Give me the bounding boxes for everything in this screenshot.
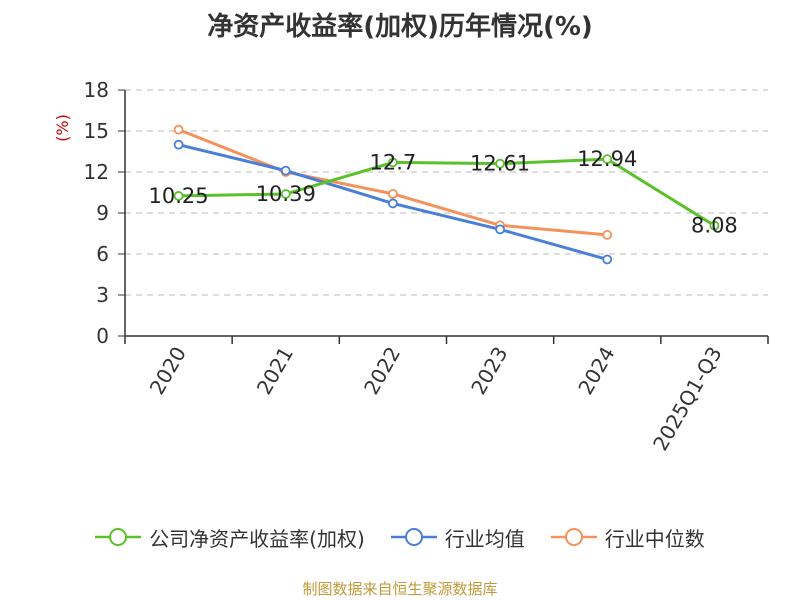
data-source-note: 制图数据来自恒生聚源数据库 (302, 580, 498, 598)
y-tick-label: 0 (96, 324, 109, 348)
legend: 公司净资产收益率(加权) 行业均值 行业中位数 (0, 520, 800, 554)
data-point-2 (388, 188, 398, 199)
data-point-2 (602, 229, 613, 240)
y-tick-label: 12 (84, 160, 109, 184)
data-point-0 (495, 158, 505, 169)
data-point-2 (173, 124, 184, 135)
legend-item-company[interactable]: 公司净资产收益率(加权) (95, 523, 365, 552)
y-tick-label: 6 (96, 242, 109, 266)
data-point-1 (495, 224, 505, 235)
y-tick-label: 15 (84, 119, 109, 143)
data-label: 10.25 (149, 184, 209, 208)
data-label: 12.94 (577, 147, 637, 171)
data-point-1 (388, 198, 398, 209)
x-tick-label: 2025Q1-Q3 (648, 343, 727, 455)
legend-marker-company (95, 528, 142, 546)
data-point-1 (602, 254, 613, 265)
legend-label-industry-avg: 行业均值 (444, 526, 525, 551)
legend-label-company: 公司净资产收益率(加权) (149, 526, 365, 551)
series-line-0 (178, 157, 716, 227)
y-axis-unit-label: (%) (53, 114, 72, 142)
legend-marker-industry-median (550, 528, 597, 546)
y-tick-label: 9 (96, 201, 109, 225)
legend-item-industry-avg[interactable]: 行业均值 (390, 523, 525, 552)
legend-marker-industry-avg (390, 528, 437, 546)
x-tick-label: 2021 (252, 343, 298, 399)
data-point-0 (388, 157, 398, 168)
legend-label-industry-median: 行业中位数 (604, 526, 705, 551)
legend-item-industry-median[interactable]: 行业中位数 (550, 523, 705, 552)
data-point-0 (709, 220, 720, 231)
data-label: 12.7 (370, 150, 417, 174)
y-tick-label: 3 (96, 283, 109, 307)
data-point-0 (602, 154, 613, 165)
data-label: 8.08 (691, 214, 738, 238)
y-tick-label: 18 (84, 78, 109, 102)
data-label: 12.61 (470, 152, 530, 176)
x-tick-label: 2020 (145, 343, 191, 399)
series-line-2 (178, 128, 608, 237)
data-point-1 (173, 139, 184, 150)
chart-title: 净资产收益率(加权)历年情况(%) (207, 12, 593, 42)
data-point-0 (280, 189, 291, 199)
data-point-0 (173, 191, 184, 201)
x-tick-label: 2023 (466, 343, 512, 399)
data-point-1 (280, 165, 291, 176)
x-tick-label: 2024 (573, 343, 619, 399)
data-label: 10.39 (256, 182, 316, 206)
x-tick-label: 2022 (359, 343, 405, 399)
